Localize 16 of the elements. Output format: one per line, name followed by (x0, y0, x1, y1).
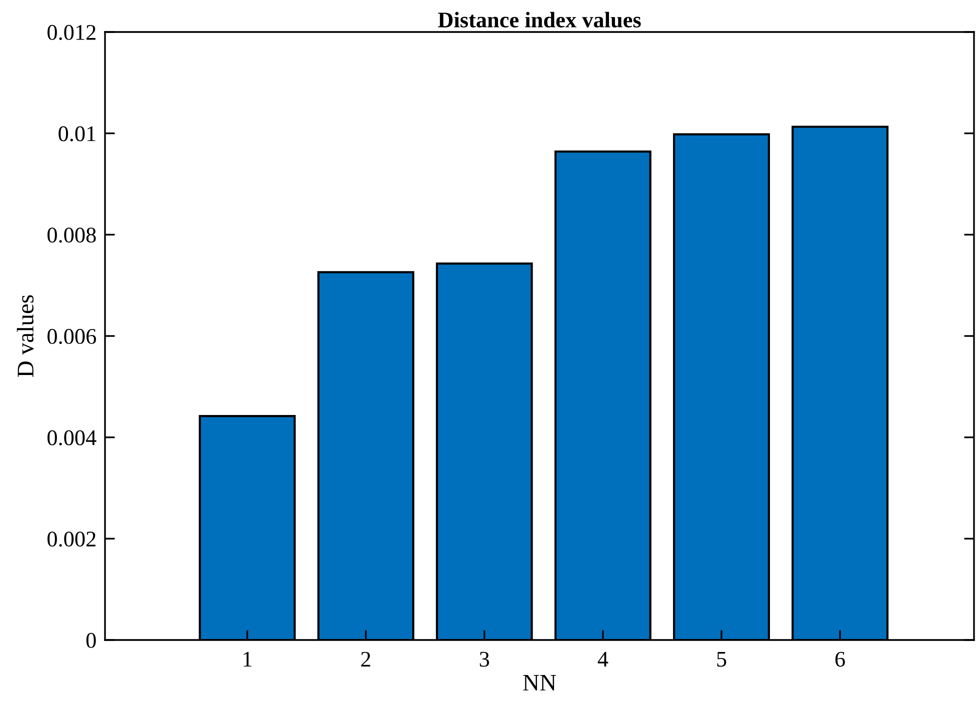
y-tick-label: 0.006 (48, 328, 96, 344)
y-tick-label: 0.002 (48, 532, 96, 547)
y-tick-label: 0.012 (48, 24, 96, 40)
y-tick-label: 0.008 (48, 228, 96, 243)
x-axis-title: NN (523, 674, 556, 690)
y-axis-title: D values (16, 295, 34, 377)
x-tick-label: 1 (244, 652, 252, 667)
x-tick-label: 3 (480, 652, 490, 667)
y-tick-label: 0.004 (48, 430, 96, 446)
x-tick-label: 4 (598, 652, 608, 667)
x-tick-label: 2 (361, 652, 370, 667)
x-tick-label: 5 (717, 652, 726, 667)
chart-title: Distance index values (438, 12, 641, 28)
y-tick-label: 0.01 (58, 126, 96, 142)
x-tick-label: 6 (835, 652, 845, 667)
y-tick-label: 0 (86, 632, 96, 648)
